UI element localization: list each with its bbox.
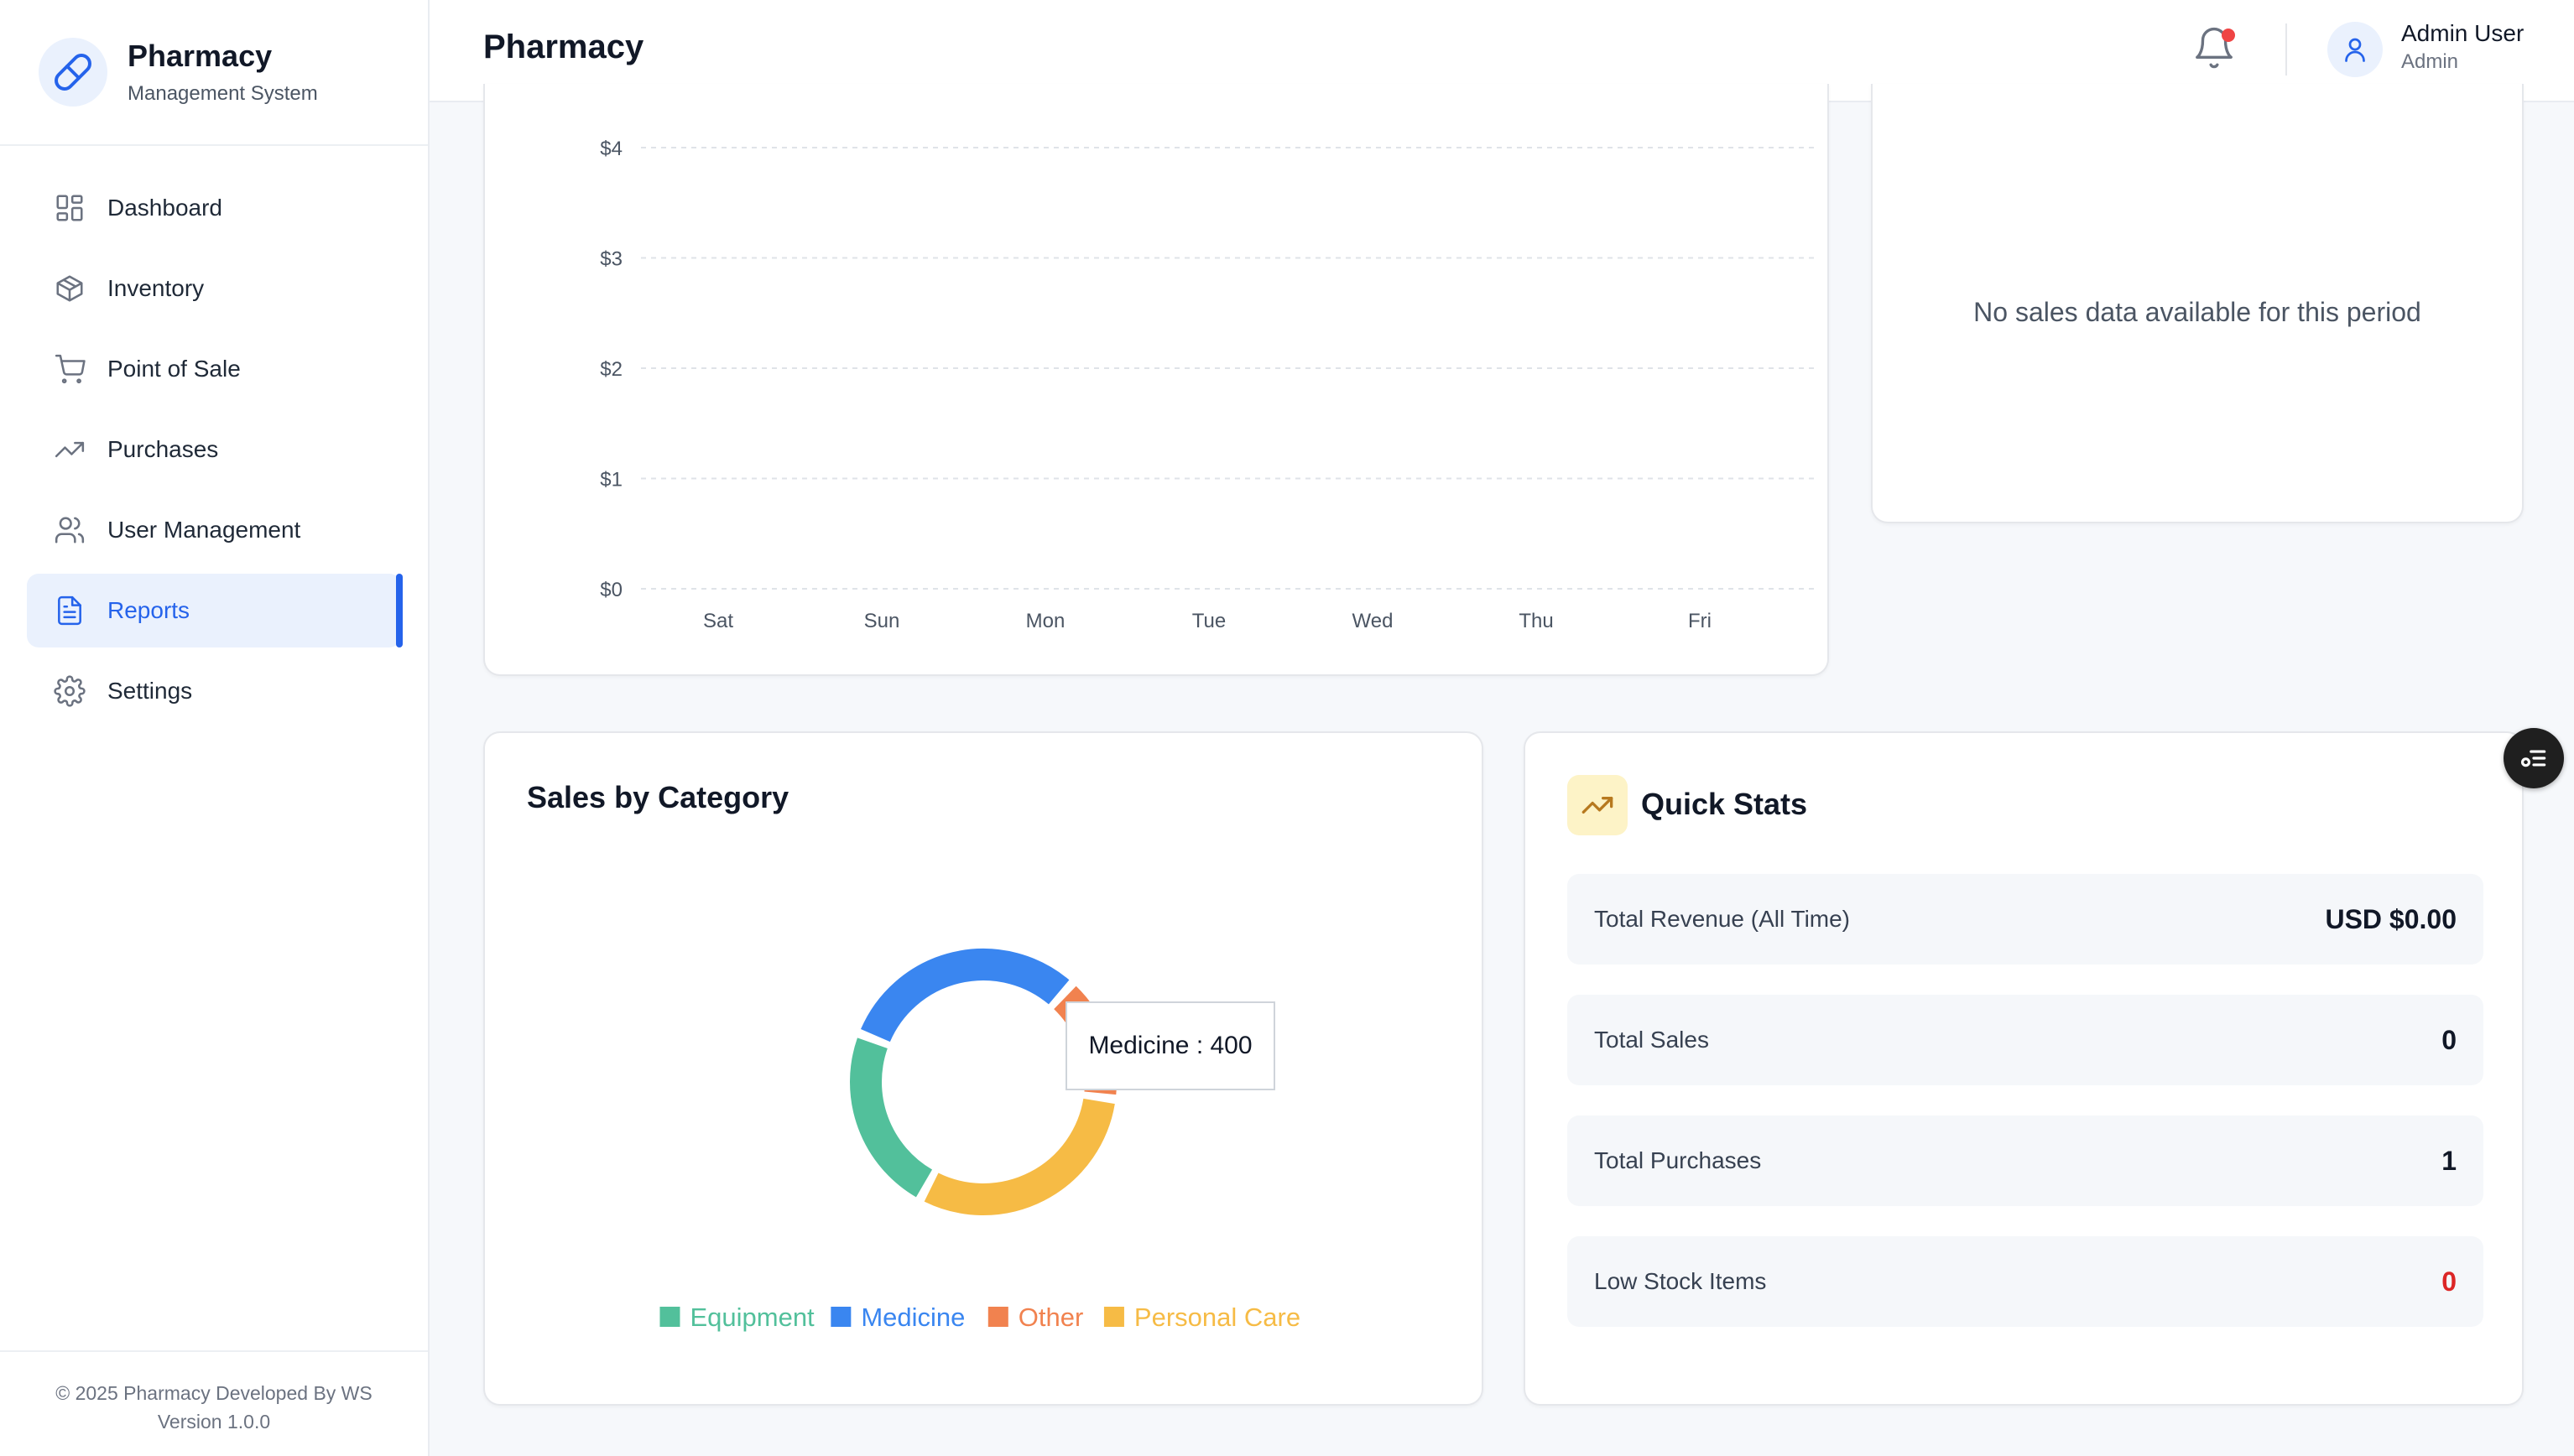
cart-icon: [55, 354, 86, 384]
brand-subtitle: Management System: [128, 82, 318, 105]
sales-line-chart: $0 $1 $2 $3 $4 Sat Sun Mon Tue Wed Thu Fri: [600, 138, 1817, 632]
page-title: Pharmacy: [483, 29, 644, 65]
quick-stats-card: Quick Stats Total Revenue (All Time) USD…: [1524, 731, 2524, 1406]
list-icon: [2520, 750, 2546, 767]
notification-badge: [2222, 29, 2235, 42]
sidebar-item-label: Purchases: [107, 436, 219, 462]
sidebar: Pharmacy Management System Dashboard Inv…: [0, 0, 430, 1456]
user-role: Admin: [2401, 50, 2459, 73]
copyright-text: © 2025 Pharmacy Developed By WS: [55, 1382, 373, 1404]
card-title: Sales by Category: [527, 780, 789, 814]
user-name[interactable]: Admin User: [2401, 20, 2524, 46]
sidebar-item-label: Dashboard: [107, 195, 222, 221]
legend-item[interactable]: Personal Care: [1134, 1303, 1300, 1332]
floating-menu-button[interactable]: [2504, 728, 2564, 788]
x-tick-label: Sat: [703, 610, 733, 632]
avatar[interactable]: [2327, 22, 2383, 77]
sidebar-item-settings[interactable]: Settings: [27, 654, 401, 728]
trending-up-icon: [1567, 775, 1628, 835]
brand-title: Pharmacy: [128, 39, 273, 73]
sidebar-item-reports[interactable]: Reports: [27, 574, 403, 647]
sidebar-item-purchases[interactable]: Purchases: [27, 413, 401, 486]
sidebar-item-dashboard[interactable]: Dashboard: [27, 171, 401, 245]
x-tick-label: Fri: [1688, 610, 1712, 632]
header-divider: [2285, 23, 2287, 75]
dashboard-icon: [56, 195, 83, 221]
stat-total-sales: Total Sales 0: [1567, 995, 2483, 1085]
tooltip-text: Medicine : 400: [1088, 1032, 1253, 1059]
sidebar-item-label: User Management: [107, 517, 301, 543]
sidebar-footer: © 2025 Pharmacy Developed By WS Version …: [0, 1350, 428, 1456]
x-tick-label: Thu: [1519, 610, 1553, 632]
sidebar-item-point-of-sale[interactable]: Point of Sale: [27, 332, 401, 406]
legend-item[interactable]: Medicine: [861, 1303, 965, 1332]
brand: Pharmacy Management System: [0, 0, 428, 146]
document-icon: [58, 595, 81, 626]
legend-swatch: [831, 1307, 852, 1327]
sales-summary-card: No sales data available for this period: [1871, 84, 2524, 523]
chart-tooltip: Medicine : 400: [1066, 1001, 1275, 1090]
sidebar-nav: Dashboard Inventory Point of Sale Purcha…: [0, 146, 428, 728]
stat-label: Total Revenue (All Time): [1594, 906, 1851, 932]
stat-value: 0: [2441, 1024, 2457, 1055]
sidebar-item-user-management[interactable]: User Management: [27, 493, 401, 567]
stat-value: USD $0.00: [2325, 903, 2457, 934]
empty-state-message: No sales data available for this period: [1973, 297, 2421, 327]
legend-swatch: [987, 1307, 1008, 1327]
legend-item[interactable]: Equipment: [690, 1303, 815, 1332]
version-text: Version 1.0.0: [157, 1411, 271, 1433]
y-tick-label: $2: [600, 358, 623, 381]
stat-value: 0: [2441, 1266, 2457, 1297]
stat-label: Low Stock Items: [1594, 1268, 1767, 1294]
x-tick-label: Sun: [864, 610, 900, 632]
sidebar-item-inventory[interactable]: Inventory: [27, 252, 401, 325]
x-tick-label: Wed: [1352, 610, 1394, 632]
stat-low-stock: Low Stock Items 0: [1567, 1236, 2483, 1327]
y-tick-label: $1: [600, 469, 623, 491]
users-icon: [55, 517, 85, 543]
box-icon: [56, 275, 83, 302]
sidebar-item-label: Point of Sale: [107, 356, 241, 382]
bell-icon[interactable]: [2191, 25, 2237, 70]
legend-swatch: [659, 1307, 680, 1327]
legend-swatch: [1103, 1307, 1124, 1327]
sales-by-category-card: Sales by Category: [483, 731, 1483, 1406]
sidebar-item-label: Inventory: [107, 275, 205, 301]
donut-slice-personal-care[interactable]: [924, 1098, 1115, 1215]
y-tick-label: $0: [600, 579, 623, 601]
stat-label: Total Purchases: [1594, 1147, 1762, 1173]
stat-total-purchases: Total Purchases 1: [1567, 1115, 2483, 1206]
stat-value: 1: [2441, 1145, 2457, 1176]
gear-icon: [54, 675, 86, 707]
legend-item[interactable]: Other: [1019, 1303, 1084, 1332]
sidebar-item-label: Reports: [107, 597, 190, 623]
trending-up-icon: [55, 441, 85, 458]
donut-slice-equipment[interactable]: [850, 1037, 933, 1198]
x-tick-label: Tue: [1192, 610, 1226, 632]
user-icon: [2345, 38, 2365, 62]
category-donut-chart: Equipment Medicine Other Personal Care: [659, 949, 1300, 1332]
donut-slice-medicine[interactable]: [860, 949, 1070, 1043]
x-tick-label: Mon: [1026, 610, 1066, 632]
sales-chart-card: $0 $1 $2 $3 $4 Sat Sun Mon Tue Wed Thu Fri: [483, 84, 1829, 676]
card-title: Quick Stats: [1641, 787, 1808, 821]
pill-icon: [39, 38, 107, 107]
y-tick-label: $4: [600, 138, 623, 160]
sidebar-item-label: Settings: [107, 678, 193, 704]
y-tick-label: $3: [600, 248, 623, 271]
stat-total-revenue: Total Revenue (All Time) USD $0.00: [1567, 874, 2483, 965]
stat-label: Total Sales: [1594, 1027, 1709, 1053]
